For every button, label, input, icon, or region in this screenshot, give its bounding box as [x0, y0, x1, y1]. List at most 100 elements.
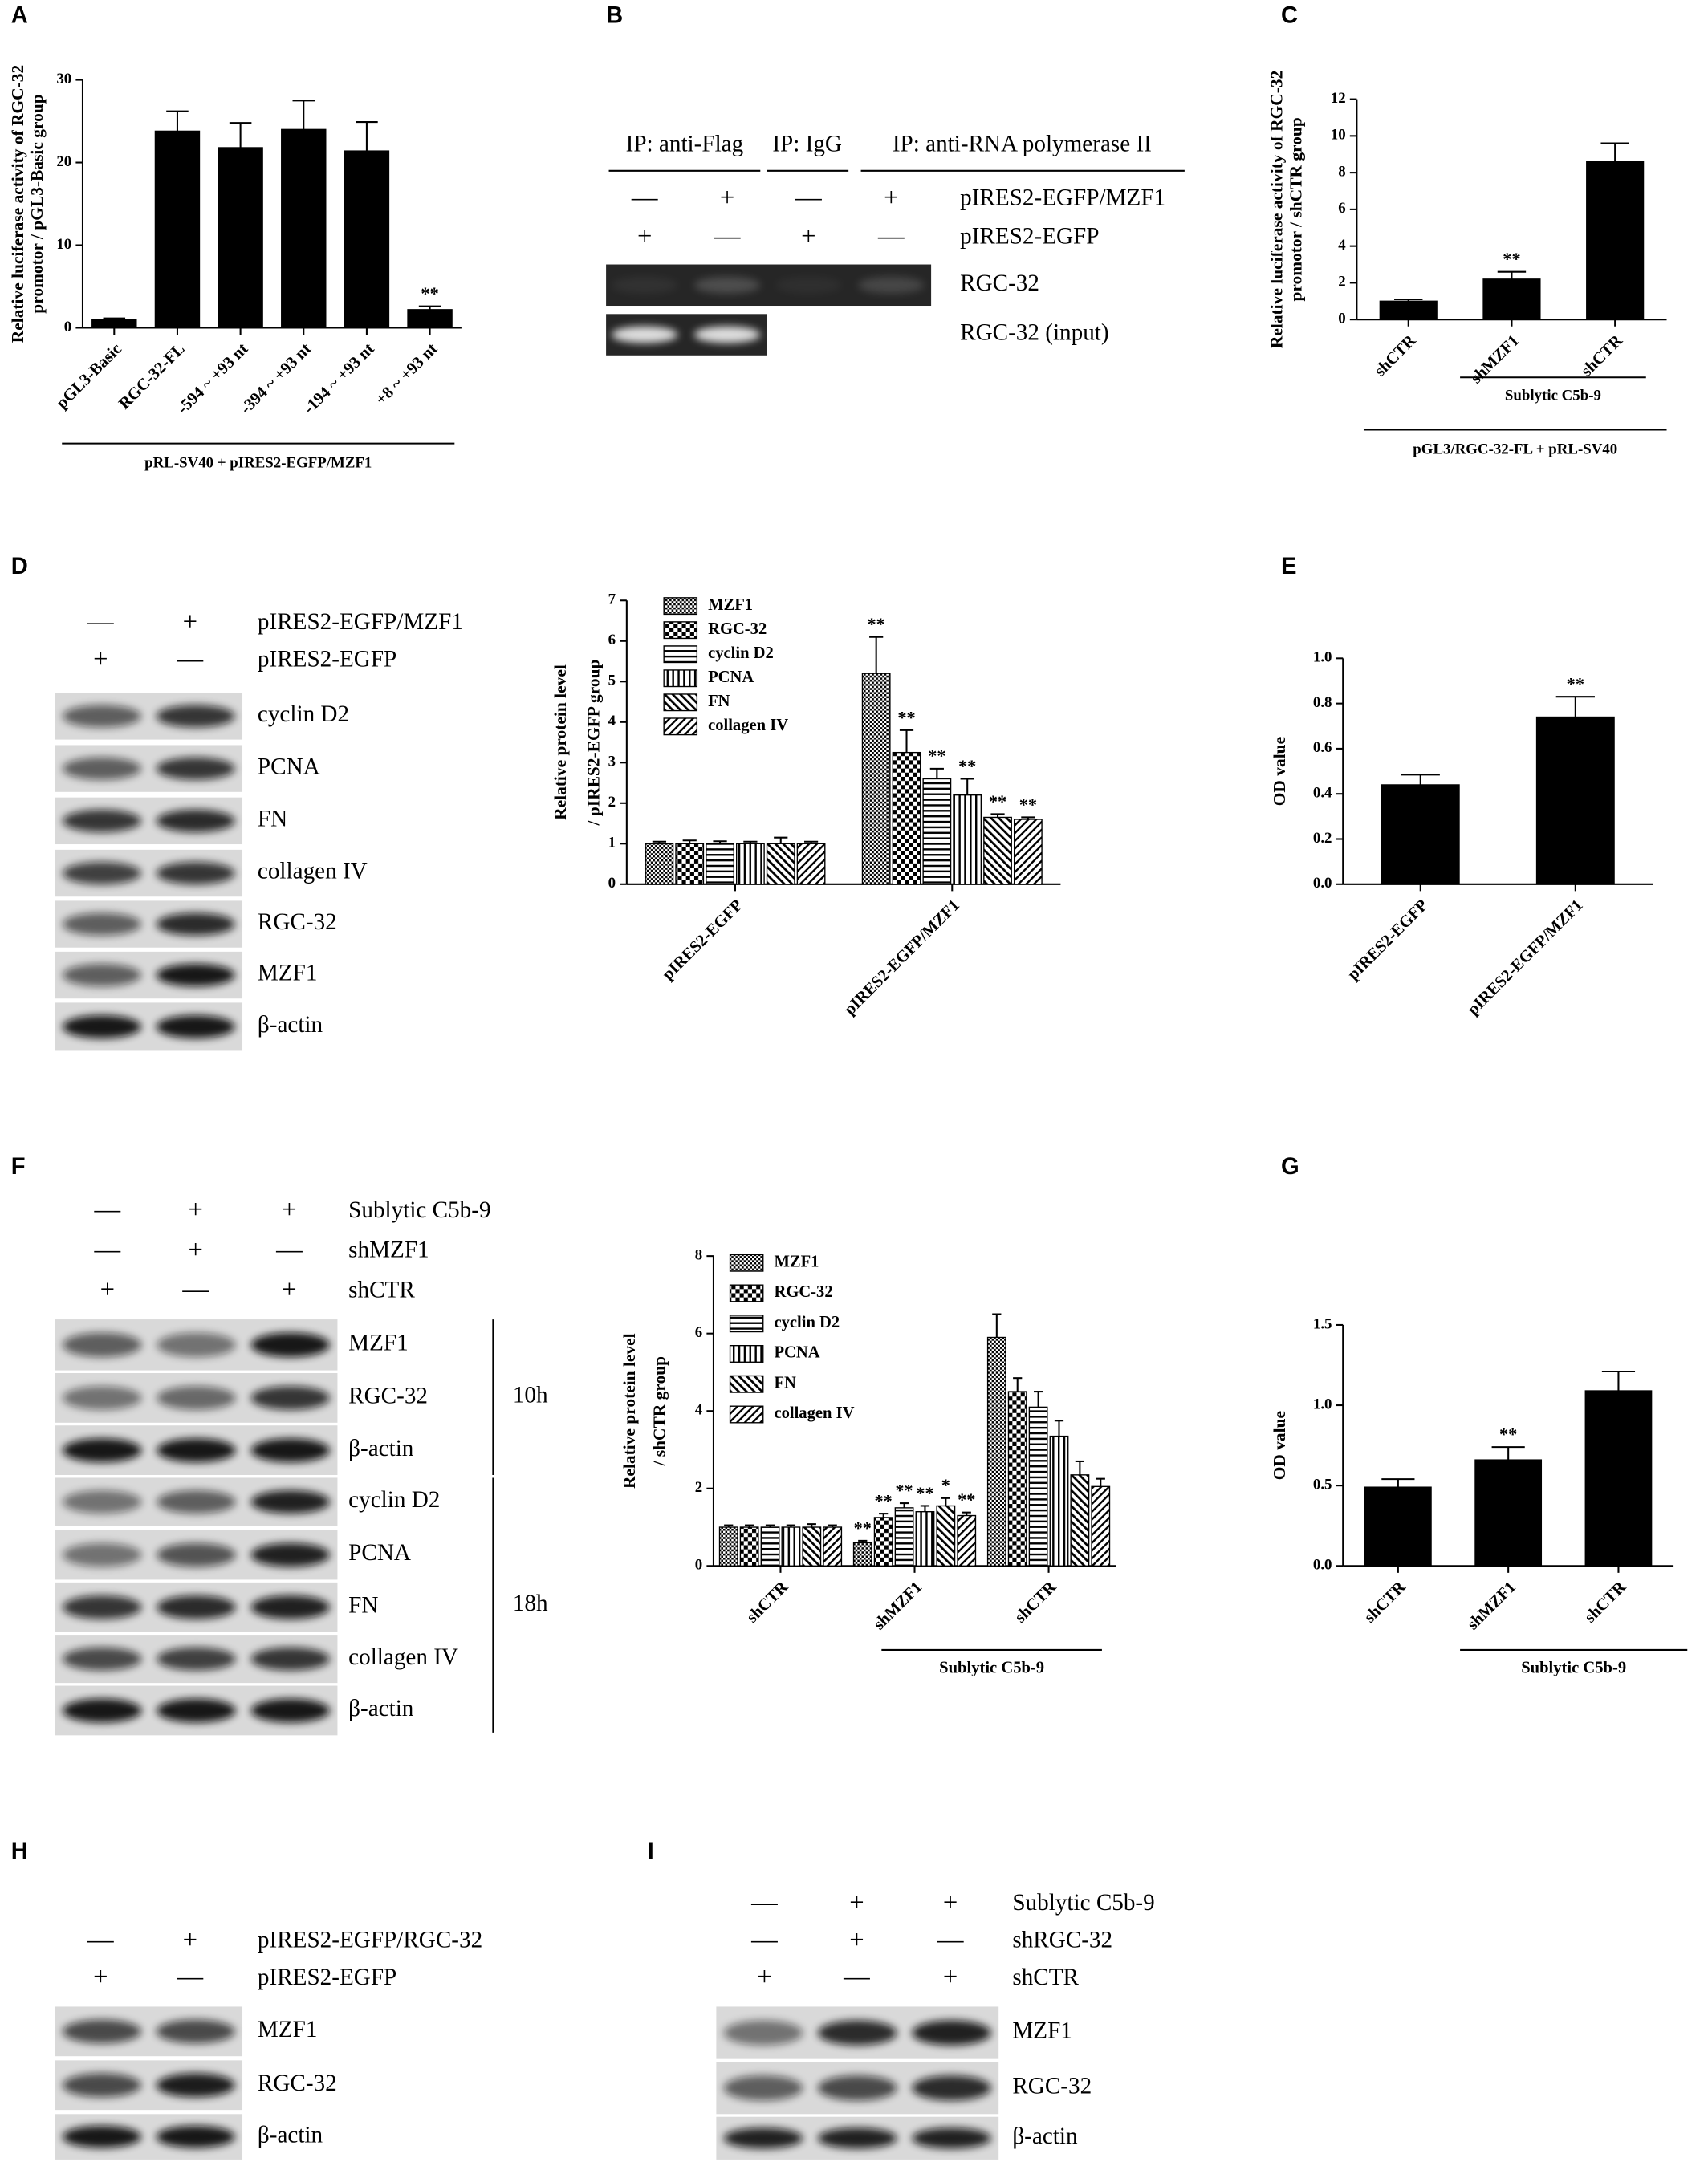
x-tick-label: shCTR — [1361, 1578, 1410, 1627]
y-axis-label: / pIRES2-EGFP group — [584, 660, 603, 827]
band-label: cyclin D2 — [258, 701, 349, 727]
bar — [953, 794, 982, 885]
band-label: β-actin — [1012, 2123, 1078, 2149]
band-label: RGC-32 — [258, 2070, 337, 2096]
y-tick-label: 0.6 — [1313, 739, 1332, 756]
legend-swatch — [729, 1284, 764, 1302]
y-axis-label: promotor / pGL3-Basic group — [27, 94, 47, 313]
sign: — — [181, 1275, 209, 1304]
blot-band — [156, 2019, 235, 2044]
condition-label: pIRES2-EGFP/MZF1 — [258, 609, 463, 635]
band-label: PCNA — [348, 1540, 411, 1566]
condition-label: Sublytic C5b-9 — [1012, 1890, 1154, 1916]
y-tick-label: 0 — [695, 1557, 702, 1574]
y-tick-label: 1.0 — [1313, 1396, 1332, 1412]
bar — [915, 1511, 935, 1567]
y-tick-label: 4 — [695, 1402, 703, 1419]
band-label: MZF1 — [258, 2017, 318, 2042]
blot-band — [156, 809, 235, 832]
sign: — — [87, 608, 114, 636]
x-tick-label: pIRES2-EGFP/MZF1 — [841, 896, 963, 1018]
blot-band — [62, 705, 142, 728]
sign: + — [720, 183, 734, 212]
y-tick-label: 0.8 — [1313, 694, 1332, 711]
bar — [407, 309, 453, 329]
blot-band — [157, 1332, 236, 1358]
blot-band — [156, 862, 235, 885]
sign: — — [631, 183, 658, 212]
sign: — — [177, 1963, 204, 1992]
bar — [873, 1517, 893, 1567]
x-tick-label: pIRES2-EGFP — [659, 896, 746, 984]
gel-band — [611, 276, 678, 294]
y-tick-label: 8 — [695, 1246, 702, 1263]
sign: + — [884, 183, 898, 212]
band-label: β-actin — [348, 1696, 414, 1721]
condition-label: shMZF1 — [348, 1237, 429, 1263]
y-tick-label: 10 — [56, 236, 71, 253]
x-tick-label: shCTR — [1581, 1578, 1630, 1627]
panel-letter: G — [1281, 1154, 1299, 1180]
ip-label: IP: anti-RNA polymerase II — [893, 132, 1152, 157]
blot-band — [818, 2075, 897, 2101]
y-tick-label: 6 — [608, 632, 616, 648]
legend-swatch — [663, 597, 698, 616]
legend-swatch — [663, 621, 698, 640]
blot-band — [63, 1542, 142, 1567]
legend-label: cyclin D2 — [708, 644, 774, 662]
legend-swatch — [663, 693, 698, 712]
y-tick-label: 10 — [1331, 127, 1346, 144]
panel-letter: C — [1281, 2, 1298, 28]
sign: + — [282, 1275, 296, 1304]
bar — [760, 1526, 780, 1567]
blot-band — [63, 1332, 142, 1358]
bar — [986, 1336, 1007, 1567]
significance: ** — [928, 746, 946, 766]
significance: ** — [895, 1480, 913, 1500]
blot-band — [156, 757, 235, 780]
time-label: 10h — [513, 1383, 548, 1408]
group-label: Sublytic C5b-9 — [939, 1660, 1044, 1677]
blot-band — [912, 2127, 991, 2149]
sign: — — [94, 1235, 121, 1264]
legend-swatch — [663, 645, 698, 664]
blot-band — [250, 1438, 331, 1462]
y-tick-label: 8 — [1338, 163, 1345, 180]
significance: ** — [1503, 249, 1520, 269]
bar — [645, 843, 674, 885]
band-label: RGC-32 — [1012, 2073, 1092, 2099]
bar — [957, 1514, 977, 1567]
legend-label: FN — [708, 693, 730, 710]
bar — [781, 1526, 801, 1567]
legend-swatch — [729, 1254, 764, 1272]
significance: ** — [1499, 1424, 1517, 1445]
gel-band — [858, 276, 925, 294]
blot-band — [63, 1595, 142, 1619]
gel-band — [611, 326, 678, 343]
y-tick-label: 12 — [1331, 90, 1346, 107]
band-label: RGC-32 — [348, 1384, 428, 1409]
blot-band — [62, 2019, 142, 2044]
sign: + — [801, 221, 815, 250]
bar — [1070, 1474, 1090, 1567]
blot-band — [156, 2126, 235, 2148]
legend-label: collagen IV — [774, 1404, 854, 1422]
y-tick-label: 1.0 — [1313, 649, 1332, 666]
bar — [852, 1542, 872, 1567]
y-tick-label: 0.5 — [1313, 1476, 1332, 1493]
y-tick-label: 2 — [608, 794, 616, 811]
panel-letter: E — [1281, 554, 1296, 579]
legend-label: MZF1 — [708, 596, 753, 614]
sign: — — [275, 1235, 303, 1264]
bar — [1586, 161, 1645, 320]
blot-band — [157, 1542, 236, 1567]
bar — [1013, 819, 1043, 885]
band-label: β-actin — [348, 1436, 414, 1461]
x-tick-label: shCTR — [743, 1578, 792, 1627]
bar — [1379, 300, 1438, 320]
bar — [1584, 1390, 1653, 1567]
bar — [983, 816, 1012, 885]
y-axis-label: Relative protein level — [620, 1333, 639, 1489]
sign: + — [943, 1888, 958, 1917]
